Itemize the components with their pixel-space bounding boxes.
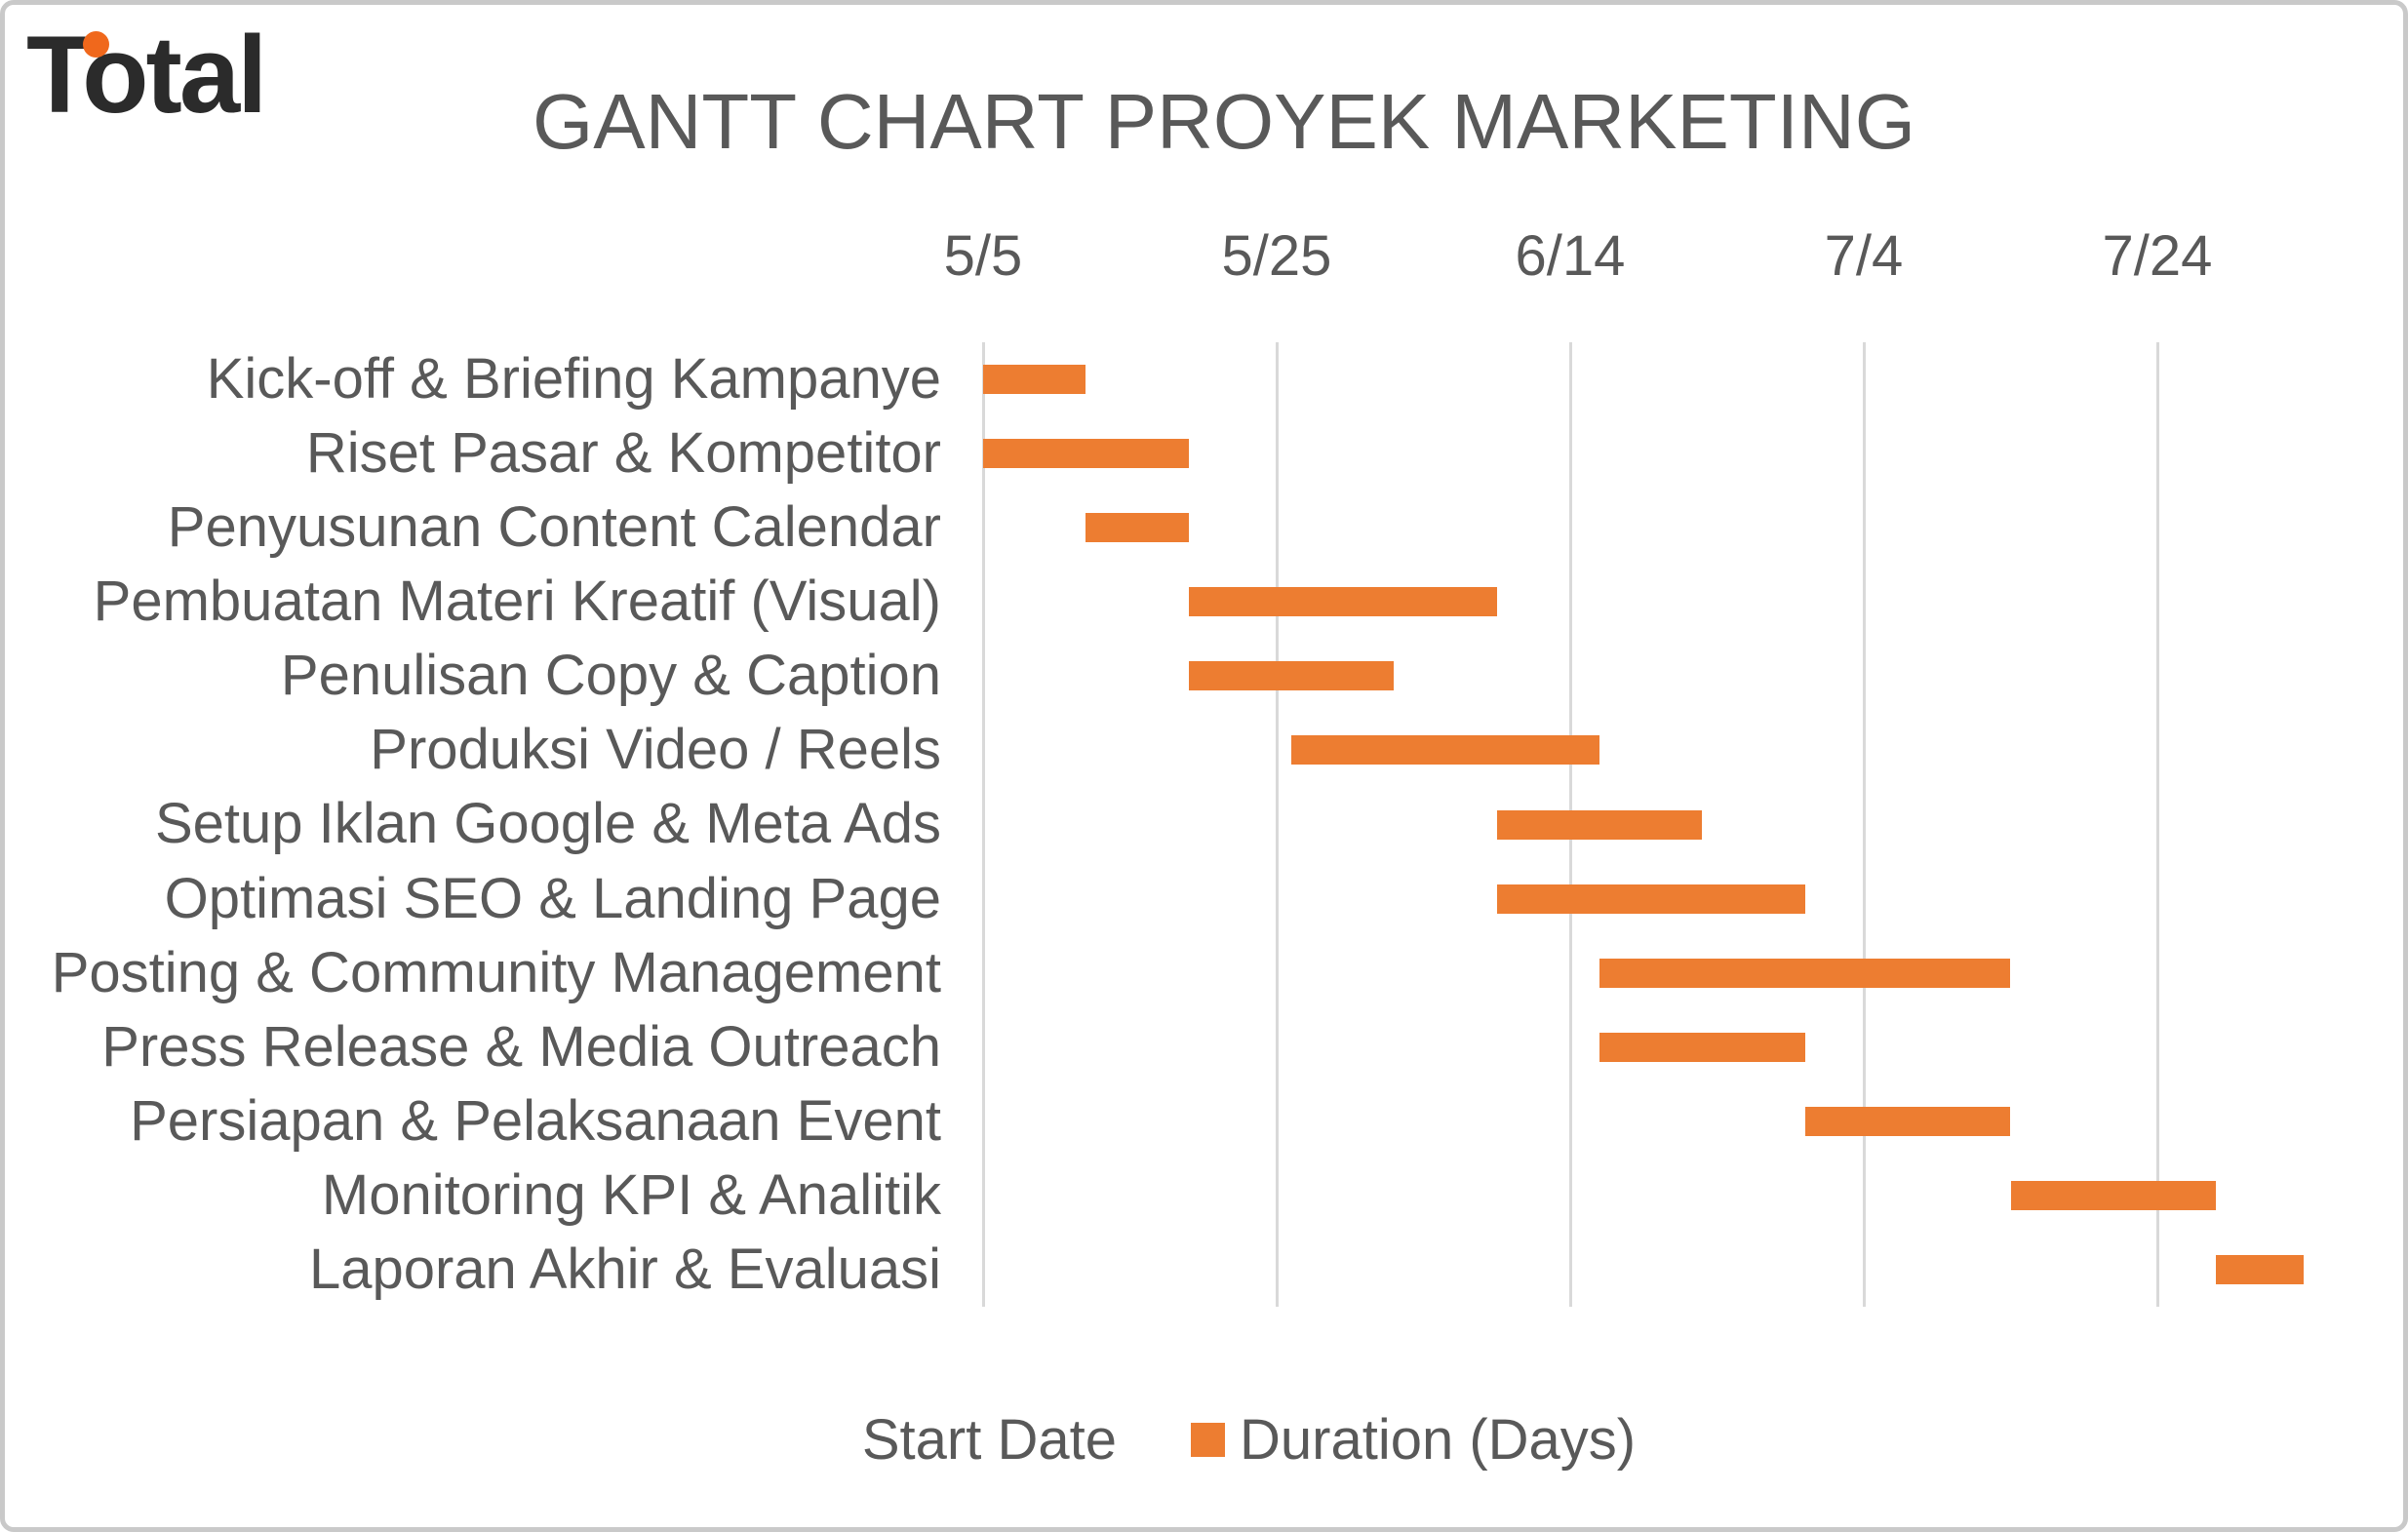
gridline xyxy=(1862,342,1866,1307)
task-label: Persiapan & Pelaksanaan Event xyxy=(130,1088,941,1153)
x-tick-label: 7/4 xyxy=(1824,224,1904,288)
gantt-duration-bar xyxy=(1086,513,1189,543)
gantt-duration-bar xyxy=(1599,1032,1805,1062)
gantt-duration-bar xyxy=(1496,884,1805,914)
gantt-duration-bar xyxy=(1188,587,1497,617)
task-label: Posting & Community Management xyxy=(51,940,941,1004)
gridline xyxy=(981,342,985,1307)
brand-logo-dot-icon xyxy=(83,31,109,58)
task-label: Penyusunan Content Calendar xyxy=(167,495,941,560)
task-label: Kick-off & Briefing Kampanye xyxy=(206,347,941,411)
gantt-duration-bar xyxy=(1804,1106,2011,1136)
gantt-duration-bar xyxy=(1291,735,1600,766)
chart-title: GANTT CHART PROYEK MARKETING xyxy=(532,78,1915,165)
legend: Start Date Duration (Days) xyxy=(5,1407,2403,1473)
x-tick-label: 5/5 xyxy=(943,224,1023,288)
x-axis-tick-labels: 5/5 5/25 6/14 7/4 7/24 xyxy=(944,223,2399,292)
gridline xyxy=(1275,342,1279,1307)
task-label: Laporan Akhir & Evaluasi xyxy=(308,1237,941,1301)
x-tick-label: 5/25 xyxy=(1221,224,1332,288)
task-label: Setup Iklan Google & Meta Ads xyxy=(154,792,941,856)
gantt-duration-bar xyxy=(983,439,1189,469)
gantt-duration-bar xyxy=(1496,809,1703,840)
gantt-duration-bar xyxy=(1599,958,2011,988)
legend-label: Start Date xyxy=(861,1408,1117,1472)
task-label: Penulisan Copy & Caption xyxy=(280,644,941,708)
legend-item: Duration (Days) xyxy=(1191,1407,1636,1473)
brand-logo-text: Total xyxy=(26,14,267,136)
legend-label: Duration (Days) xyxy=(1240,1408,1637,1472)
gantt-duration-bar xyxy=(2010,1180,2217,1210)
gantt-duration-bar xyxy=(2216,1254,2305,1284)
x-tick-label: 6/14 xyxy=(1515,224,1626,288)
x-tick-label: 7/24 xyxy=(2102,224,2213,288)
task-label: Monitoring KPI & Analitik xyxy=(321,1162,941,1227)
task-label: Press Release & Media Outreach xyxy=(101,1014,941,1079)
task-label: Produksi Video / Reels xyxy=(370,718,941,782)
brand-logo-letter-t: T xyxy=(26,14,85,136)
gantt-duration-bar xyxy=(1188,661,1395,691)
task-label: Optimasi SEO & Landing Page xyxy=(164,866,941,930)
brand-logo-rest: otal xyxy=(82,14,267,136)
task-label-column: Kick-off & Briefing Kampanye Riset Pasar … xyxy=(40,342,941,1307)
legend-swatch-icon xyxy=(1191,1423,1225,1457)
gridline xyxy=(2155,342,2159,1307)
plot-area xyxy=(981,342,2399,1307)
task-label: Pembuatan Materi Kreatif (Visual) xyxy=(93,570,941,634)
task-label: Riset Pasar & Kompetitor xyxy=(305,421,941,486)
legend-item: Start Date xyxy=(862,1407,1117,1473)
gantt-duration-bar xyxy=(983,365,1086,395)
brand-logo: Total xyxy=(26,20,267,137)
